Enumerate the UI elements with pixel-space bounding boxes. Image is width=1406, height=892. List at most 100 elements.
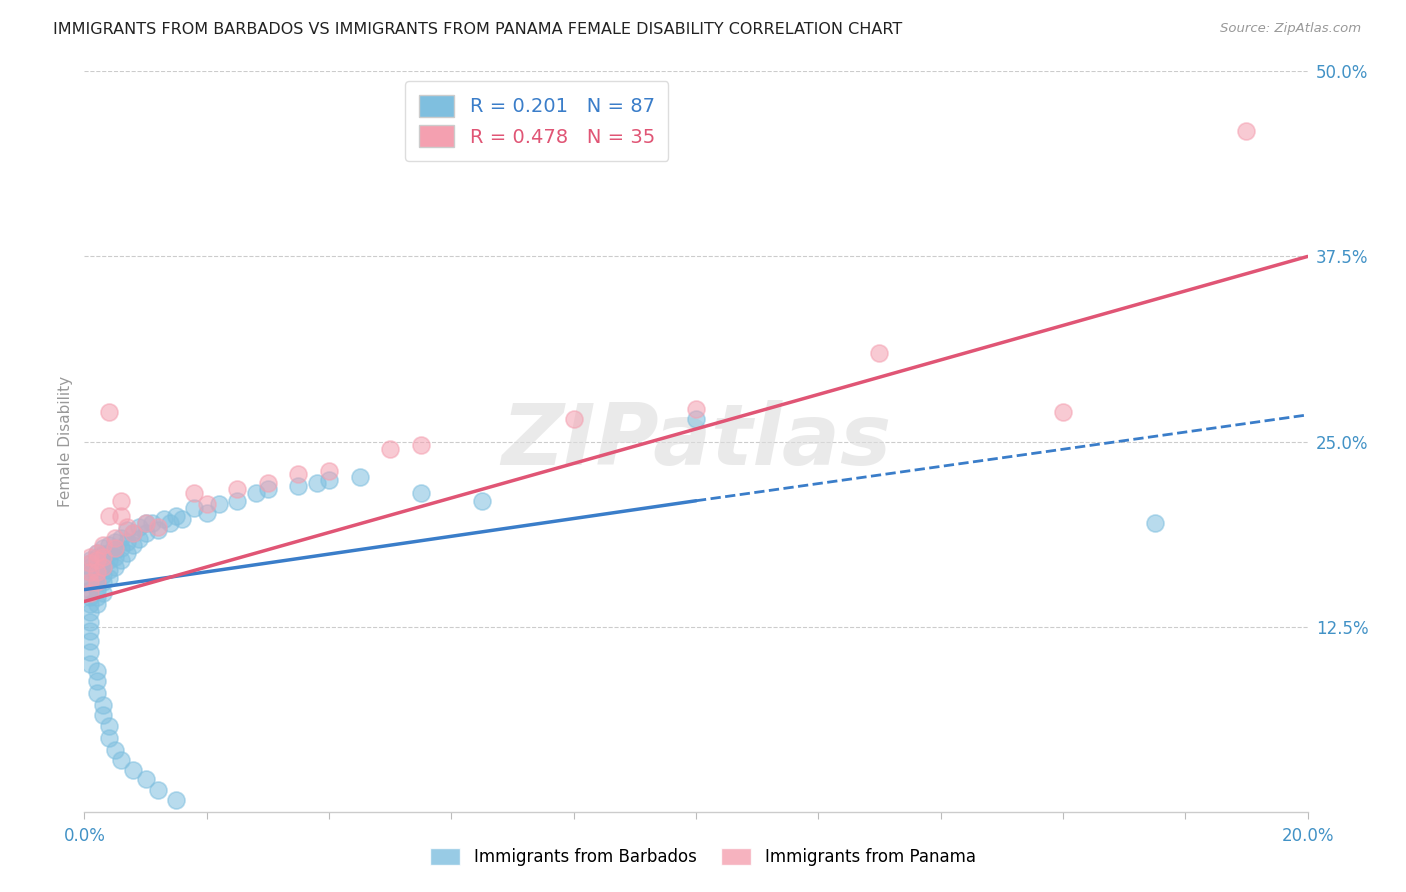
Point <box>91 547 114 561</box>
Point <box>104 542 127 557</box>
Point <box>79 598 101 612</box>
Point <box>183 486 205 500</box>
Point <box>153 511 176 525</box>
Point <box>91 560 114 574</box>
Point <box>104 541 127 556</box>
Point <box>79 553 101 567</box>
Point <box>115 524 138 538</box>
Point <box>110 493 132 508</box>
Point <box>110 541 132 556</box>
Point <box>1052 405 1074 419</box>
Point <box>91 553 114 567</box>
Point <box>97 731 120 745</box>
Point <box>91 567 114 582</box>
Point <box>1236 123 1258 137</box>
Point <box>97 719 120 733</box>
Point <box>141 516 163 530</box>
Point <box>409 437 432 451</box>
Legend: R = 0.201   N = 87, R = 0.478   N = 35: R = 0.201 N = 87, R = 0.478 N = 35 <box>405 81 668 161</box>
Point <box>91 585 114 599</box>
Point <box>86 582 108 597</box>
Point <box>86 560 108 574</box>
Point <box>380 442 402 456</box>
Point <box>208 497 231 511</box>
Point <box>135 516 157 530</box>
Point <box>110 753 132 767</box>
Point <box>226 493 249 508</box>
Point <box>97 546 120 560</box>
Legend: Immigrants from Barbados, Immigrants from Panama: Immigrants from Barbados, Immigrants fro… <box>423 841 983 873</box>
Point <box>349 470 371 484</box>
Point <box>97 553 120 567</box>
Point <box>91 549 114 564</box>
Point <box>86 575 108 590</box>
Point <box>128 533 150 547</box>
Point <box>257 482 280 496</box>
Point <box>226 482 249 496</box>
Point <box>91 575 114 590</box>
Point <box>79 634 101 648</box>
Point <box>165 793 187 807</box>
Point <box>159 516 181 530</box>
Point <box>79 556 101 570</box>
Point <box>97 538 120 552</box>
Point <box>165 508 187 523</box>
Point <box>79 605 101 619</box>
Point <box>318 464 340 478</box>
Point <box>287 479 309 493</box>
Point <box>91 538 114 552</box>
Point <box>115 546 138 560</box>
Point <box>79 582 101 597</box>
Point <box>104 531 127 545</box>
Point <box>86 565 108 579</box>
Point <box>86 590 108 604</box>
Point <box>91 698 114 712</box>
Point <box>91 541 114 556</box>
Point <box>172 511 194 525</box>
Point <box>86 546 108 560</box>
Point <box>471 493 494 508</box>
Point <box>79 560 101 574</box>
Point <box>79 615 101 630</box>
Point <box>245 486 267 500</box>
Point <box>97 563 120 577</box>
Point <box>79 645 101 659</box>
Point <box>86 567 108 582</box>
Point <box>146 524 169 538</box>
Point <box>122 526 145 541</box>
Point <box>91 560 114 574</box>
Point <box>122 538 145 552</box>
Point <box>79 571 101 585</box>
Point <box>79 590 101 604</box>
Point <box>86 549 108 564</box>
Point <box>146 782 169 797</box>
Point <box>86 598 108 612</box>
Point <box>110 508 132 523</box>
Text: ZIPatlas: ZIPatlas <box>501 400 891 483</box>
Y-axis label: Female Disability: Female Disability <box>58 376 73 508</box>
Point <box>79 585 101 599</box>
Point <box>79 565 101 579</box>
Point <box>115 535 138 549</box>
Point <box>86 686 108 700</box>
Point <box>195 506 218 520</box>
Point <box>135 516 157 530</box>
Point <box>318 473 340 487</box>
Text: IMMIGRANTS FROM BARBADOS VS IMMIGRANTS FROM PANAMA FEMALE DISABILITY CORRELATION: IMMIGRANTS FROM BARBADOS VS IMMIGRANTS F… <box>53 22 903 37</box>
Point <box>97 571 120 585</box>
Point <box>104 560 127 574</box>
Point <box>86 674 108 689</box>
Point <box>104 742 127 756</box>
Point <box>86 546 108 560</box>
Point <box>195 497 218 511</box>
Point <box>409 486 432 500</box>
Point <box>562 412 585 426</box>
Point <box>110 553 132 567</box>
Point <box>685 401 707 416</box>
Point <box>104 535 127 549</box>
Point <box>305 475 328 490</box>
Point <box>79 657 101 671</box>
Point <box>115 520 138 534</box>
Text: Source: ZipAtlas.com: Source: ZipAtlas.com <box>1220 22 1361 36</box>
Point <box>79 575 101 590</box>
